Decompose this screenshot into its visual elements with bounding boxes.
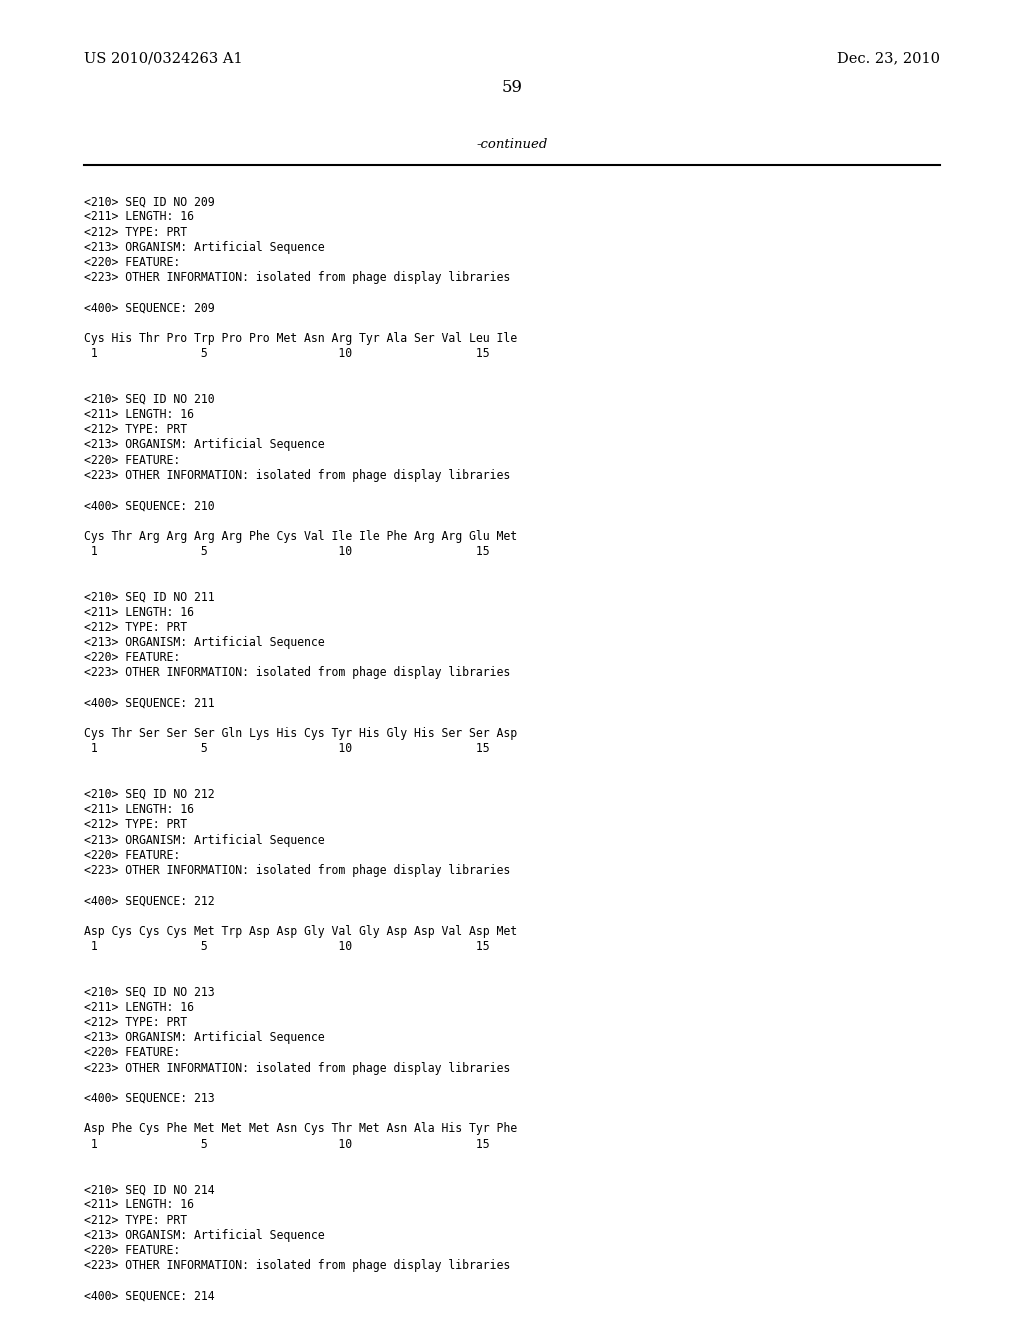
Text: <400> SEQUENCE: 210: <400> SEQUENCE: 210: [84, 499, 215, 512]
Text: 1               5                   10                  15: 1 5 10 15: [84, 1138, 489, 1151]
Text: <213> ORGANISM: Artificial Sequence: <213> ORGANISM: Artificial Sequence: [84, 438, 325, 451]
Text: Asp Cys Cys Cys Met Trp Asp Asp Gly Val Gly Asp Asp Val Asp Met: Asp Cys Cys Cys Met Trp Asp Asp Gly Val …: [84, 925, 517, 937]
Text: <223> OTHER INFORMATION: isolated from phage display libraries: <223> OTHER INFORMATION: isolated from p…: [84, 865, 510, 876]
Text: -continued: -continued: [476, 139, 548, 150]
Text: 1               5                   10                  15: 1 5 10 15: [84, 742, 489, 755]
Text: <400> SEQUENCE: 211: <400> SEQUENCE: 211: [84, 697, 215, 710]
Text: <213> ORGANISM: Artificial Sequence: <213> ORGANISM: Artificial Sequence: [84, 636, 325, 649]
Text: <212> TYPE: PRT: <212> TYPE: PRT: [84, 1016, 187, 1030]
Text: <211> LENGTH: 16: <211> LENGTH: 16: [84, 803, 194, 816]
Text: <211> LENGTH: 16: <211> LENGTH: 16: [84, 1001, 194, 1014]
Text: <223> OTHER INFORMATION: isolated from phage display libraries: <223> OTHER INFORMATION: isolated from p…: [84, 1259, 510, 1272]
Text: <211> LENGTH: 16: <211> LENGTH: 16: [84, 210, 194, 223]
Text: <220> FEATURE:: <220> FEATURE:: [84, 1047, 180, 1060]
Text: Asp Phe Cys Phe Met Met Met Asn Cys Thr Met Asn Ala His Tyr Phe: Asp Phe Cys Phe Met Met Met Asn Cys Thr …: [84, 1122, 517, 1135]
Text: <212> TYPE: PRT: <212> TYPE: PRT: [84, 620, 187, 634]
Text: <220> FEATURE:: <220> FEATURE:: [84, 256, 180, 269]
Text: <211> LENGTH: 16: <211> LENGTH: 16: [84, 606, 194, 619]
Text: <223> OTHER INFORMATION: isolated from phage display libraries: <223> OTHER INFORMATION: isolated from p…: [84, 271, 510, 284]
Text: <400> SEQUENCE: 213: <400> SEQUENCE: 213: [84, 1092, 215, 1105]
Text: 59: 59: [502, 79, 522, 96]
Text: <213> ORGANISM: Artificial Sequence: <213> ORGANISM: Artificial Sequence: [84, 1229, 325, 1242]
Text: 1               5                   10                  15: 1 5 10 15: [84, 940, 489, 953]
Text: <223> OTHER INFORMATION: isolated from phage display libraries: <223> OTHER INFORMATION: isolated from p…: [84, 667, 510, 680]
Text: <210> SEQ ID NO 214: <210> SEQ ID NO 214: [84, 1183, 215, 1196]
Text: <210> SEQ ID NO 211: <210> SEQ ID NO 211: [84, 590, 215, 603]
Text: <213> ORGANISM: Artificial Sequence: <213> ORGANISM: Artificial Sequence: [84, 834, 325, 846]
Text: 1               5                   10                  15: 1 5 10 15: [84, 347, 489, 360]
Text: <212> TYPE: PRT: <212> TYPE: PRT: [84, 424, 187, 436]
Text: US 2010/0324263 A1: US 2010/0324263 A1: [84, 51, 243, 65]
Text: <211> LENGTH: 16: <211> LENGTH: 16: [84, 408, 194, 421]
Text: <210> SEQ ID NO 212: <210> SEQ ID NO 212: [84, 788, 215, 801]
Text: <212> TYPE: PRT: <212> TYPE: PRT: [84, 818, 187, 832]
Text: <213> ORGANISM: Artificial Sequence: <213> ORGANISM: Artificial Sequence: [84, 1031, 325, 1044]
Text: <400> SEQUENCE: 212: <400> SEQUENCE: 212: [84, 895, 215, 907]
Text: 1               5                   10                  15: 1 5 10 15: [84, 545, 489, 558]
Text: Cys Thr Arg Arg Arg Arg Phe Cys Val Ile Ile Phe Arg Arg Glu Met: Cys Thr Arg Arg Arg Arg Phe Cys Val Ile …: [84, 529, 517, 543]
Text: <213> ORGANISM: Artificial Sequence: <213> ORGANISM: Artificial Sequence: [84, 240, 325, 253]
Text: Dec. 23, 2010: Dec. 23, 2010: [837, 51, 940, 65]
Text: <210> SEQ ID NO 210: <210> SEQ ID NO 210: [84, 393, 215, 405]
Text: <212> TYPE: PRT: <212> TYPE: PRT: [84, 1213, 187, 1226]
Text: <210> SEQ ID NO 213: <210> SEQ ID NO 213: [84, 986, 215, 999]
Text: Cys Thr Ser Ser Ser Gln Lys His Cys Tyr His Gly His Ser Ser Asp: Cys Thr Ser Ser Ser Gln Lys His Cys Tyr …: [84, 727, 517, 741]
Text: <400> SEQUENCE: 214: <400> SEQUENCE: 214: [84, 1290, 215, 1303]
Text: <220> FEATURE:: <220> FEATURE:: [84, 849, 180, 862]
Text: <223> OTHER INFORMATION: isolated from phage display libraries: <223> OTHER INFORMATION: isolated from p…: [84, 469, 510, 482]
Text: <220> FEATURE:: <220> FEATURE:: [84, 1243, 180, 1257]
Text: <210> SEQ ID NO 209: <210> SEQ ID NO 209: [84, 195, 215, 209]
Text: <211> LENGTH: 16: <211> LENGTH: 16: [84, 1199, 194, 1212]
Text: <400> SEQUENCE: 209: <400> SEQUENCE: 209: [84, 301, 215, 314]
Text: <220> FEATURE:: <220> FEATURE:: [84, 454, 180, 466]
Text: <212> TYPE: PRT: <212> TYPE: PRT: [84, 226, 187, 239]
Text: Cys His Thr Pro Trp Pro Pro Met Asn Arg Tyr Ala Ser Val Leu Ile: Cys His Thr Pro Trp Pro Pro Met Asn Arg …: [84, 333, 517, 345]
Text: <220> FEATURE:: <220> FEATURE:: [84, 651, 180, 664]
Text: <223> OTHER INFORMATION: isolated from phage display libraries: <223> OTHER INFORMATION: isolated from p…: [84, 1061, 510, 1074]
